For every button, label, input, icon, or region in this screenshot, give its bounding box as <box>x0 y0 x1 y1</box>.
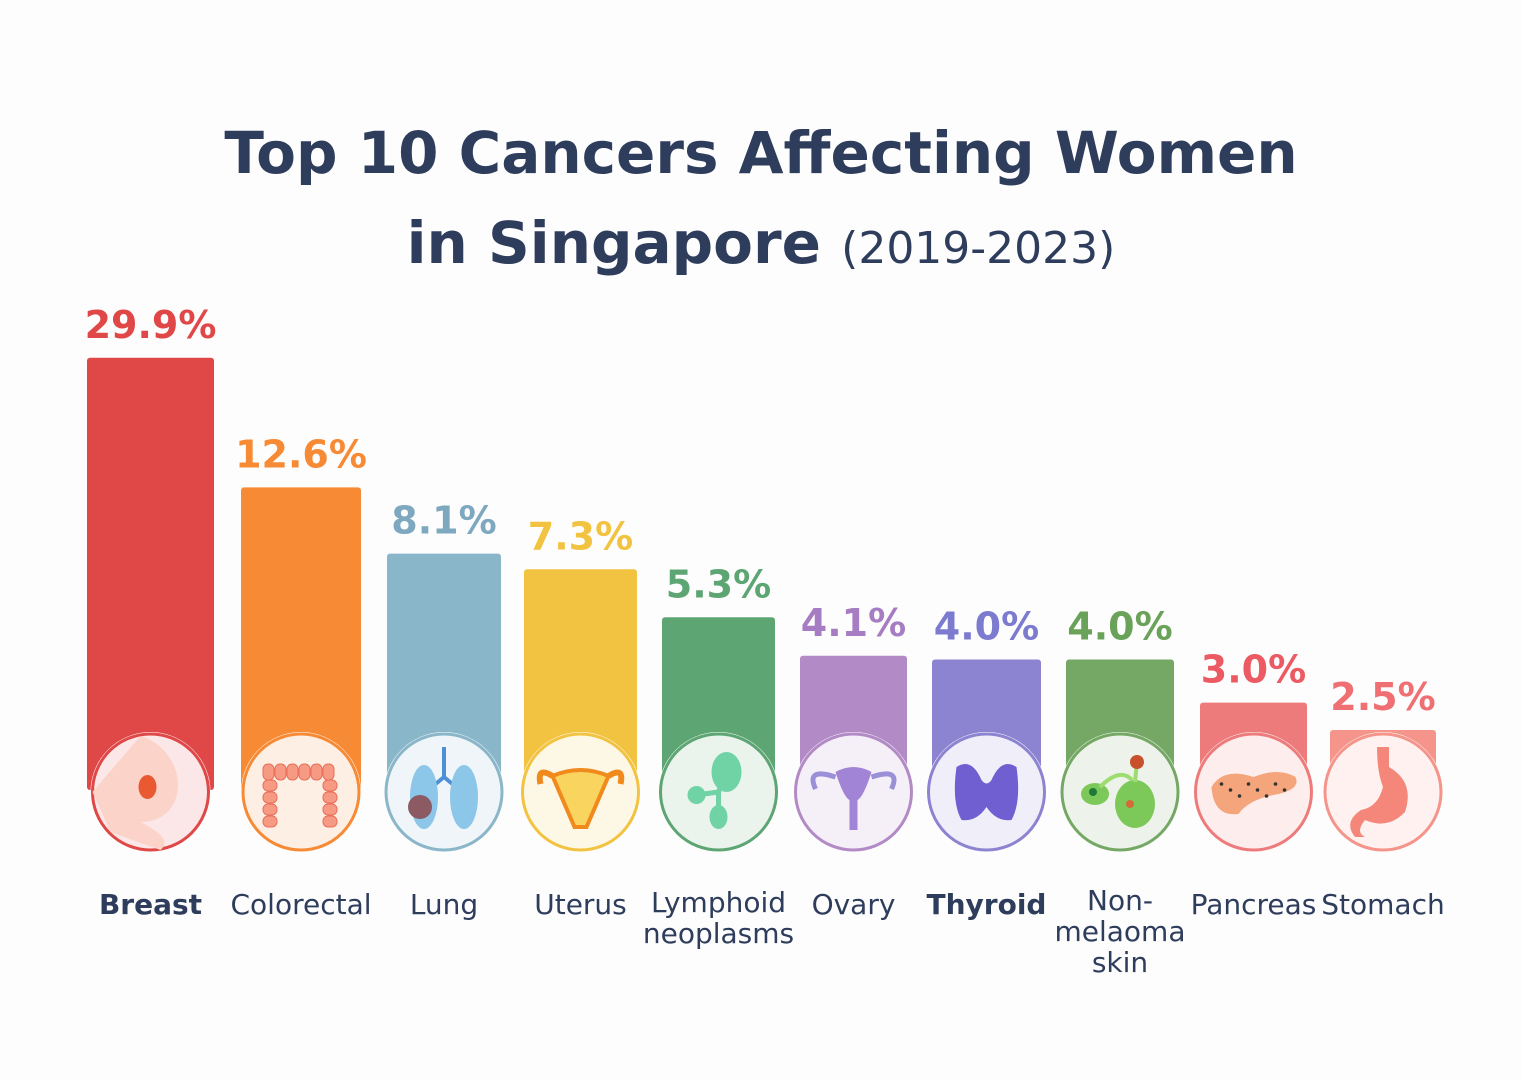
chart-title: Top 10 Cancers Affecting Women in Singap… <box>0 108 1522 294</box>
bar-group-2: 8.1% Lung <box>384 499 504 921</box>
ovary-icon <box>793 732 914 852</box>
value-label: 3.0% <box>1201 648 1306 692</box>
category-label: melaoma <box>1054 915 1185 948</box>
category-label: Ovary <box>812 888 896 921</box>
uterus-icon <box>520 732 641 852</box>
category-label: Colorectal <box>230 888 371 921</box>
title-line-2: in Singapore (2019-2023) <box>0 198 1522 294</box>
category-label: skin <box>1092 946 1148 979</box>
category-label: Pancreas <box>1191 888 1317 921</box>
lymph-node-icon <box>658 732 779 852</box>
thyroid-icon <box>926 732 1047 852</box>
colon-icon <box>241 732 361 852</box>
bar-group-0: 29.9% Breast <box>85 303 217 921</box>
category-label: Lymphoid <box>651 886 786 919</box>
bar-group-3: 7.3% Uterus <box>520 514 641 921</box>
bar-group-9: 2.5% Stomach <box>1321 675 1444 921</box>
bar <box>387 553 501 790</box>
value-label: 4.1% <box>801 601 906 645</box>
breast-icon <box>90 732 211 852</box>
title-main: in Singapore <box>406 209 821 277</box>
bar-group-5: 4.1% Ovary <box>793 601 914 921</box>
value-label: 8.1% <box>391 499 496 543</box>
value-label: 2.5% <box>1330 675 1435 719</box>
category-label: Uterus <box>534 888 627 921</box>
category-label: Thyroid <box>927 888 1047 921</box>
bar-group-6: 4.0% Thyroid <box>926 604 1047 921</box>
value-label: 12.6% <box>235 432 367 476</box>
bar-group-1: 12.6% Colorectal <box>230 432 371 921</box>
value-label: 29.9% <box>85 303 217 347</box>
pancreas-icon <box>1193 732 1314 852</box>
category-label: Stomach <box>1321 888 1444 921</box>
title-line-1: Top 10 Cancers Affecting Women <box>224 119 1298 187</box>
bar-group-8: 3.0% Pancreas <box>1191 648 1317 921</box>
value-label: 4.0% <box>1067 604 1172 648</box>
category-label: neoplasms <box>643 917 794 950</box>
bar <box>87 357 214 790</box>
value-label: 4.0% <box>934 604 1039 648</box>
bar <box>241 487 361 790</box>
category-label: Breast <box>99 888 202 921</box>
value-label: 5.3% <box>666 562 771 606</box>
lungs-icon <box>384 732 504 852</box>
value-label: 7.3% <box>528 514 633 558</box>
title-years: (2019-2023) <box>841 223 1116 274</box>
bar <box>524 569 637 790</box>
category-label: Non- <box>1087 884 1153 917</box>
category-label: Lung <box>410 888 478 921</box>
skin-cells-icon <box>1060 732 1180 852</box>
stomach-icon <box>1323 732 1443 852</box>
